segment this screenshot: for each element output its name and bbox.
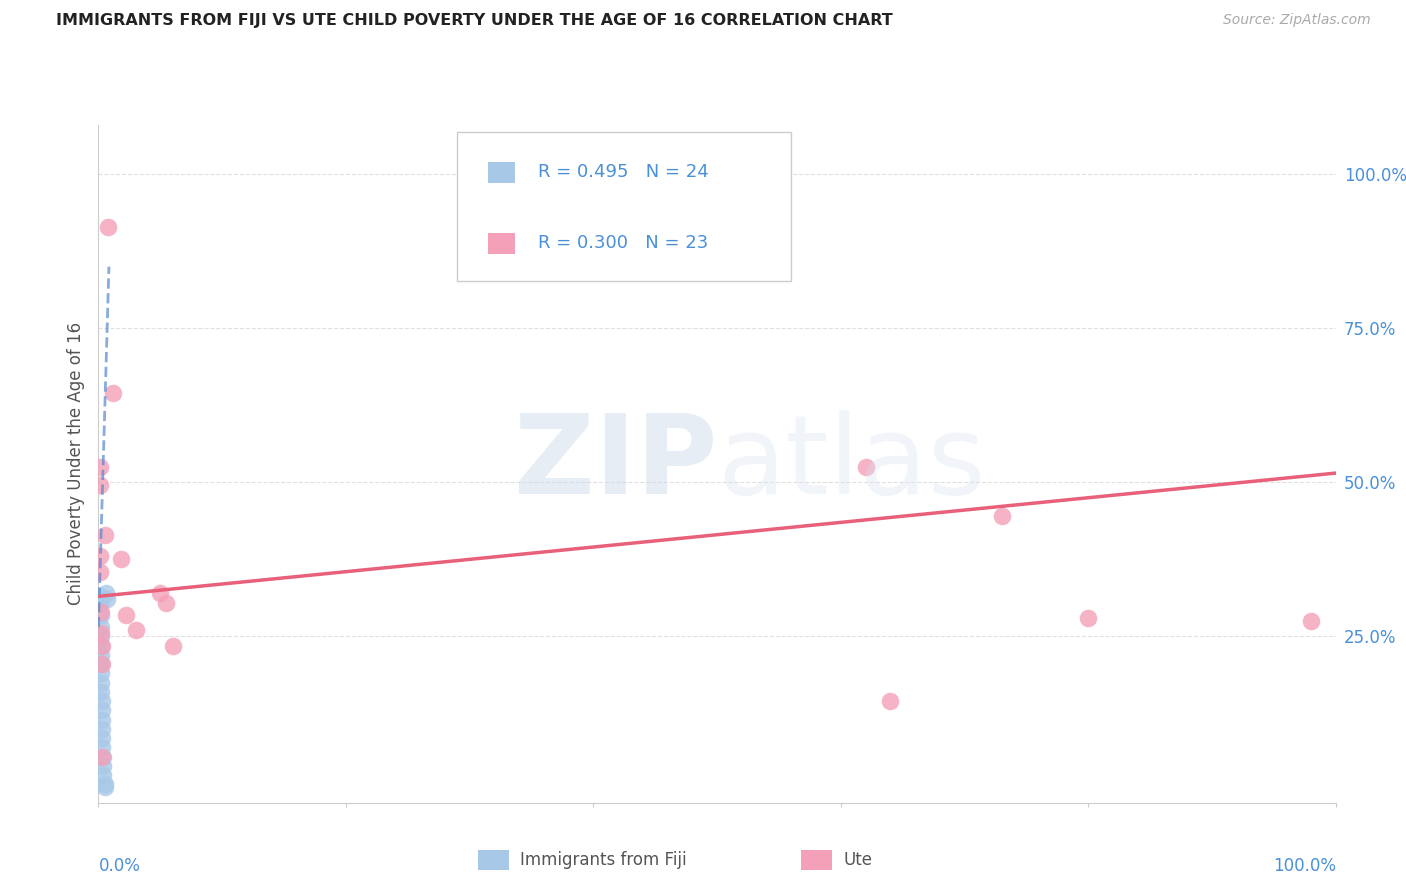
Text: Ute: Ute — [844, 851, 873, 869]
Text: R = 0.495   N = 24: R = 0.495 N = 24 — [537, 163, 709, 181]
Point — [90, 639, 112, 653]
Point — [96, 592, 118, 607]
Point — [90, 675, 112, 690]
Y-axis label: Child Poverty Under the Age of 16: Child Poverty Under the Age of 16 — [66, 322, 84, 606]
Text: Immigrants from Fiji: Immigrants from Fiji — [520, 851, 688, 869]
Point — [91, 749, 114, 764]
Point — [162, 639, 184, 653]
Point — [91, 740, 114, 755]
Point — [89, 459, 111, 474]
Text: 0.0%: 0.0% — [98, 857, 141, 875]
Point — [89, 595, 111, 609]
Point — [1299, 614, 1322, 628]
Point — [90, 648, 112, 662]
FancyBboxPatch shape — [488, 161, 516, 183]
Text: atlas: atlas — [717, 410, 986, 517]
Point — [91, 731, 114, 745]
Point — [90, 605, 112, 619]
Point — [855, 459, 877, 474]
Text: IMMIGRANTS FROM FIJI VS UTE CHILD POVERTY UNDER THE AGE OF 16 CORRELATION CHART: IMMIGRANTS FROM FIJI VS UTE CHILD POVERT… — [56, 13, 893, 29]
Point — [91, 722, 114, 736]
Text: R = 0.300   N = 23: R = 0.300 N = 23 — [537, 235, 707, 252]
Text: ZIP: ZIP — [513, 410, 717, 517]
Point — [879, 694, 901, 708]
Point — [91, 713, 114, 727]
Point — [89, 478, 111, 492]
Text: 100.0%: 100.0% — [1272, 857, 1336, 875]
Point — [90, 620, 112, 634]
Point — [110, 552, 132, 566]
Point — [1077, 611, 1099, 625]
Point — [91, 639, 114, 653]
Point — [90, 629, 112, 643]
Point — [90, 666, 112, 681]
Point — [89, 549, 111, 564]
Point — [93, 527, 115, 541]
Point — [93, 749, 115, 764]
Point — [93, 768, 115, 782]
Point — [89, 590, 111, 604]
Point — [124, 624, 146, 638]
Point — [97, 219, 120, 234]
Point — [89, 565, 111, 579]
Text: Source: ZipAtlas.com: Source: ZipAtlas.com — [1223, 13, 1371, 28]
Point — [93, 759, 115, 773]
Point — [91, 703, 114, 717]
Point — [149, 586, 172, 600]
Point — [90, 626, 112, 640]
Point — [91, 694, 114, 708]
Point — [93, 780, 115, 795]
FancyBboxPatch shape — [457, 132, 792, 281]
Point — [94, 586, 117, 600]
Point — [155, 595, 177, 609]
Point — [93, 777, 115, 791]
Point — [114, 607, 136, 622]
Point — [91, 657, 114, 672]
Point — [103, 386, 125, 401]
Point — [990, 509, 1012, 524]
Point — [90, 657, 112, 672]
Point — [90, 607, 112, 622]
FancyBboxPatch shape — [488, 233, 516, 253]
Point — [90, 685, 112, 699]
